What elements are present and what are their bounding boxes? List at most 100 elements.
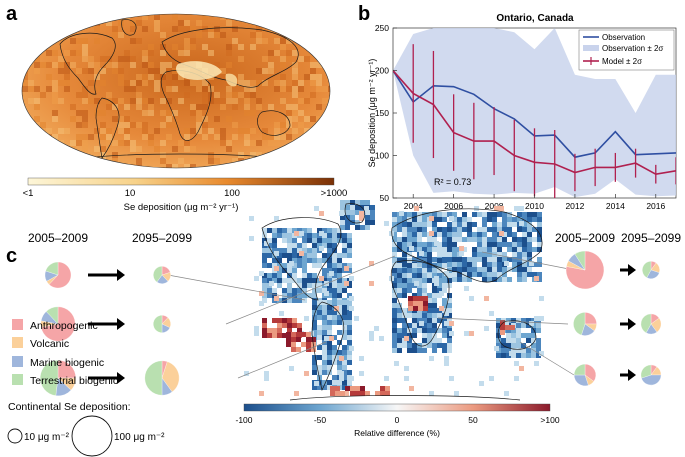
map-a-cell	[298, 122, 304, 128]
map-a-cell	[64, 146, 70, 152]
map-c-cell	[457, 262, 462, 267]
map-c-cell	[277, 333, 282, 338]
map-a-cell	[256, 140, 262, 146]
map-c-cell	[419, 251, 424, 256]
map-c-cell	[432, 343, 437, 348]
map-c-cell	[347, 355, 352, 360]
map-c-cell	[526, 318, 531, 323]
map-c-cell	[312, 253, 317, 258]
map-a-cell	[286, 134, 292, 140]
map-c-cell	[317, 228, 322, 233]
legend-label-anthropogenic: Anthropogenic	[30, 320, 98, 332]
map-a-cell	[94, 110, 100, 116]
map-a-cell	[220, 140, 226, 146]
map-c-cell	[297, 248, 302, 253]
map-c-cell	[452, 257, 457, 262]
map-a-cell	[64, 152, 70, 158]
map-c-cell	[342, 360, 347, 365]
map-a-arabia-highlight	[225, 73, 238, 87]
map-a-cell	[130, 122, 136, 128]
map-c-cell	[447, 328, 452, 333]
map-c-cell	[342, 278, 347, 283]
map-c-cell	[327, 293, 332, 298]
map-c-cell	[337, 360, 342, 365]
legend-label-marine: Marine biogenic	[30, 357, 104, 369]
map-a-cell	[238, 44, 244, 50]
map-c-cell	[301, 342, 306, 347]
period-right-2005: 2005–2009	[555, 231, 615, 245]
map-c-cell	[347, 263, 352, 268]
map-c-cell	[412, 268, 417, 273]
map-a-cell	[214, 62, 220, 68]
map-c-cell	[444, 321, 449, 326]
map-a-cell	[292, 104, 298, 110]
map-a-cell	[52, 20, 58, 26]
map-c-cell	[502, 217, 507, 222]
map-c-cell	[437, 227, 442, 232]
map-c-cell	[417, 258, 422, 263]
map-c-cell	[287, 278, 292, 283]
map-c-cell	[462, 277, 467, 282]
map-c-cell	[432, 237, 437, 242]
map-c-cell	[311, 337, 316, 342]
map-c-cell	[537, 262, 542, 267]
map-c-cell	[432, 323, 437, 328]
map-a-cell	[184, 146, 190, 152]
map-a-cell	[100, 68, 106, 74]
map-a-cell	[130, 80, 136, 86]
map-c-cell	[307, 258, 312, 263]
map-a-cell	[34, 32, 40, 38]
leader-australia	[519, 341, 575, 376]
map-a-cell	[28, 86, 34, 92]
map-a-cell	[112, 62, 118, 68]
map-a-cell	[100, 128, 106, 134]
map-c-cell	[482, 217, 487, 222]
map-c-cell	[512, 232, 517, 237]
map-a-cell	[280, 38, 286, 44]
map-c-cell	[397, 268, 402, 273]
map-a-cell	[142, 80, 148, 86]
map-c-cell	[467, 257, 472, 262]
map-a-cell	[214, 98, 220, 104]
map-c-cell	[417, 222, 422, 227]
map-c-cell	[412, 237, 417, 242]
map-a-cell	[130, 86, 136, 92]
map-c-cell	[437, 313, 442, 318]
map-a-cell	[292, 14, 298, 20]
map-c-cell	[350, 205, 355, 210]
map-c-cell	[392, 328, 397, 333]
map-a-cell	[262, 80, 268, 86]
map-c-cell	[432, 217, 437, 222]
map-c-cell	[407, 278, 412, 283]
map-c-cell	[262, 288, 267, 293]
map-c-cell	[487, 217, 492, 222]
map-a-cell	[82, 56, 88, 62]
map-a-cell	[100, 146, 106, 152]
map-c-cell	[462, 237, 467, 242]
map-c-cell	[282, 238, 287, 243]
map-c-cell	[487, 267, 492, 272]
map-a-cell	[22, 164, 28, 168]
map-c-cell	[442, 348, 447, 353]
map-c-cell	[514, 361, 519, 366]
map-a-cell	[46, 20, 52, 26]
map-a-cell	[262, 128, 268, 134]
map-c-australia	[497, 320, 537, 350]
map-a-cell	[118, 32, 124, 38]
map-c-cell	[365, 215, 370, 220]
map-c-cell	[342, 288, 347, 293]
map-a-cell	[196, 122, 202, 128]
map-c-cell	[417, 293, 422, 298]
map-c-cell	[342, 315, 347, 320]
map-a-cell	[214, 26, 220, 32]
map-c-cell	[472, 267, 477, 272]
map-c-cell	[302, 258, 307, 263]
map-c-cell	[517, 242, 522, 247]
map-a-cell	[196, 86, 202, 92]
map-c-cell	[514, 376, 519, 381]
map-c-cell	[404, 376, 409, 381]
map-a-cell	[76, 68, 82, 74]
map-c-cell	[432, 232, 437, 237]
map-c-cell	[432, 293, 437, 298]
